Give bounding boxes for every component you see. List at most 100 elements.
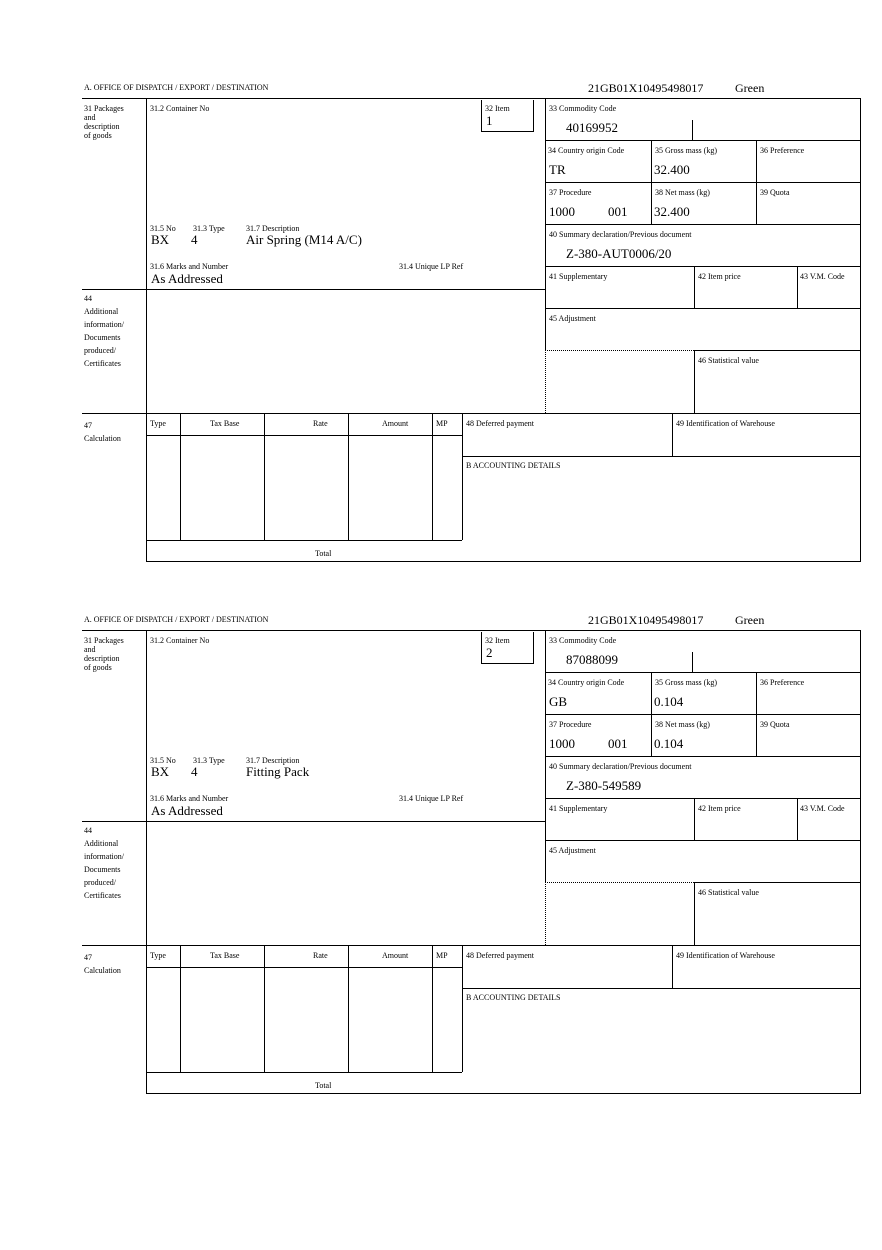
form-rule-line — [651, 140, 652, 224]
form-rule-line — [672, 945, 673, 988]
calc-type-header: Type — [150, 419, 166, 428]
rate-header: Rate — [313, 951, 328, 960]
additional-info-label: 44 Additional information/ Documents pro… — [84, 826, 124, 900]
form-rule-line — [545, 266, 861, 267]
net-mass-label: 38 Net mass (kg) — [655, 188, 710, 197]
form-rule-line — [545, 672, 861, 673]
summary-document: Z-380-AUT0006/20 — [566, 246, 672, 261]
procedure-code: 1000 — [549, 736, 575, 751]
form-rule-line — [860, 98, 861, 561]
item-label: 32 Item — [485, 636, 510, 645]
item-number: 2 — [486, 645, 493, 660]
summary-document: Z-380-549589 — [566, 778, 642, 793]
amount-header: Amount — [382, 951, 409, 960]
additional-info-label: 44 Additional information/ Documents pro… — [84, 294, 124, 368]
reference-number: 21GB01X10495498017 — [588, 81, 704, 95]
preference-label: 36 Preference — [760, 678, 805, 687]
form-rule-line — [180, 945, 181, 1072]
adjustment-label: 45 Adjustment — [549, 314, 596, 323]
route-color: Green — [735, 81, 765, 95]
route-color: Green — [735, 613, 765, 627]
form-rule-line — [694, 882, 695, 945]
statistical-label: 46 Statistical value — [698, 356, 759, 365]
form-rule-line — [797, 798, 798, 840]
package-no: BX — [151, 232, 170, 247]
no-label: 31.5 No — [150, 224, 176, 233]
procedure-label: 37 Procedure — [549, 720, 592, 729]
adjustment-label: 45 Adjustment — [549, 846, 596, 855]
net-mass: 0.104 — [654, 736, 684, 751]
vm-code-label: 43 V.M. Code — [800, 272, 845, 281]
form-rule-line — [651, 672, 652, 756]
supplementary-label: 41 Supplementary — [549, 272, 608, 281]
preference-label: 36 Preference — [760, 146, 805, 155]
form-rule-line — [545, 140, 861, 141]
form-rule-line — [756, 140, 757, 224]
form-rule-line — [481, 100, 534, 132]
container-label: 31.2 Container No — [150, 636, 210, 645]
item-label: 32 Item — [485, 104, 510, 113]
country-code: TR — [549, 162, 566, 177]
accounting-label: B ACCOUNTING DETAILS — [466, 993, 561, 1002]
mp-header: MP — [436, 951, 448, 960]
form-rule-line — [462, 456, 861, 457]
package-no: BX — [151, 764, 170, 779]
procedure-additional: 001 — [608, 204, 628, 219]
form-rule-line — [545, 756, 861, 757]
form-rule-line — [432, 413, 433, 540]
form-rule-line — [694, 882, 861, 883]
total-label: Total — [315, 549, 332, 558]
unique-ref-label: 31.4 Unique LP Ref — [399, 794, 464, 803]
office-heading: A. OFFICE OF DISPATCH / EXPORT / DESTINA… — [84, 83, 269, 92]
amount-header: Amount — [382, 419, 409, 428]
mp-header: MP — [436, 419, 448, 428]
form-rule-line — [348, 413, 349, 540]
package-type: 4 — [191, 764, 198, 779]
procedure-code: 1000 — [549, 204, 575, 219]
summary-label: 40 Summary declaration/Previous document — [549, 762, 692, 771]
gross-mass: 0.104 — [654, 694, 684, 709]
form-rule-line — [264, 945, 265, 1072]
packages-label: 31 Packages and description of goods — [84, 636, 124, 672]
warehouse-label: 49 Identification of Warehouse — [676, 951, 775, 960]
form-rule-line — [545, 882, 546, 945]
form-rule-line — [545, 882, 694, 883]
form-rule-line — [264, 413, 265, 540]
type-label: 31.3 Type — [193, 224, 225, 233]
accounting-label: B ACCOUNTING DETAILS — [466, 461, 561, 470]
description-label: 31.7 Description — [246, 224, 300, 233]
warehouse-label: 49 Identification of Warehouse — [676, 419, 775, 428]
net-mass: 32.400 — [654, 204, 690, 219]
form-rule-line — [82, 821, 545, 822]
container-label: 31.2 Container No — [150, 104, 210, 113]
form-rule-line — [82, 289, 545, 290]
quota-label: 39 Quota — [760, 720, 790, 729]
form-rule-line — [432, 945, 433, 1072]
gross-mass-label: 35 Gross mass (kg) — [655, 146, 717, 155]
calculation-label: 47 Calculation — [84, 953, 121, 975]
goods-description: Air Spring (M14 A/C) — [246, 232, 362, 247]
form-rule-line — [545, 224, 861, 225]
form-rule-line — [146, 98, 147, 561]
tax-base-header: Tax Base — [210, 951, 240, 960]
form-rule-line — [462, 988, 861, 989]
form-rule-line — [694, 266, 695, 308]
form-rule-line — [146, 1072, 462, 1073]
form-rule-line — [146, 630, 147, 1093]
procedure-additional: 001 — [608, 736, 628, 751]
form-rule-line — [462, 945, 463, 1072]
commodity-code: 40169952 — [566, 120, 618, 135]
form-rule-line — [545, 350, 694, 351]
country-label: 34 Country origin Code — [548, 146, 625, 155]
customs-item-form: A. OFFICE OF DISPATCH / EXPORT / DESTINA… — [0, 80, 882, 562]
quota-label: 39 Quota — [760, 188, 790, 197]
description-label: 31.7 Description — [246, 756, 300, 765]
package-type: 4 — [191, 232, 198, 247]
net-mass-label: 38 Net mass (kg) — [655, 720, 710, 729]
form-rule-line — [146, 967, 462, 968]
packages-label: 31 Packages and description of goods — [84, 104, 124, 140]
form-rule-line — [797, 266, 798, 308]
form-rule-line — [545, 798, 861, 799]
office-heading: A. OFFICE OF DISPATCH / EXPORT / DESTINA… — [84, 615, 269, 624]
form-rule-line — [692, 120, 693, 140]
